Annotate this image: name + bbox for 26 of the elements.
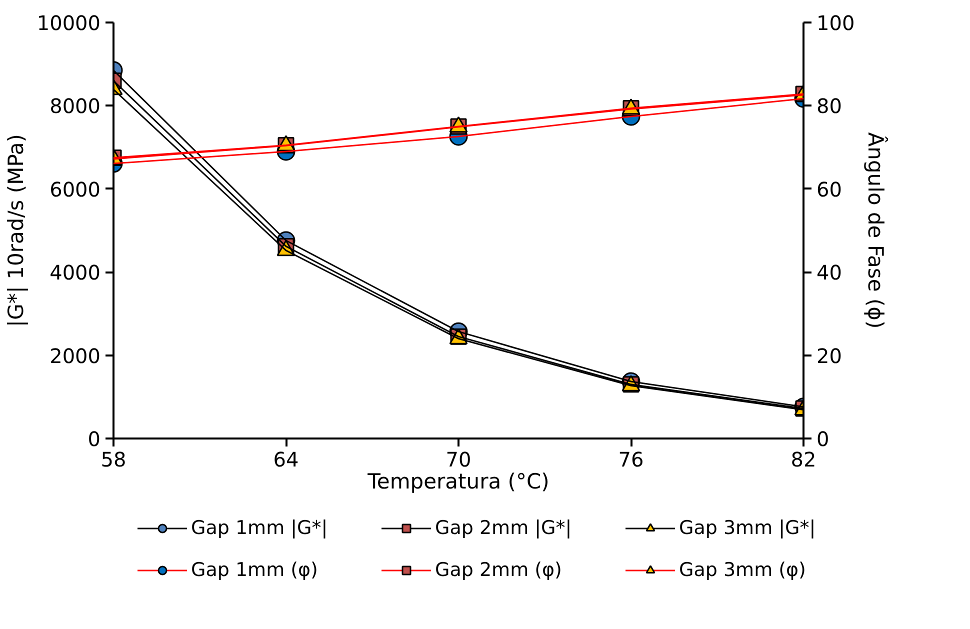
- legend-label: Gap 3mm |G*|: [679, 516, 817, 538]
- y-tick-label: 10000: [36, 11, 100, 35]
- x-tick-label: 58: [100, 448, 126, 472]
- y2-tick-label: 80: [816, 94, 842, 118]
- legend-label: Gap 1mm (φ): [191, 558, 319, 580]
- y2-tick-label: 0: [816, 427, 830, 451]
- y2-tick-label: 20: [816, 344, 842, 368]
- legend-label: Gap 2mm |G*|: [435, 516, 573, 538]
- y-tick-label: 6000: [50, 177, 101, 202]
- y-tick-label: 8000: [50, 94, 101, 118]
- y-tick-label: 2000: [50, 344, 101, 368]
- y2-tick-label: 60: [816, 177, 842, 202]
- x-tick-label: 76: [618, 448, 644, 472]
- y-axis-title: |G*| 10rad/s (MPa): [4, 134, 28, 327]
- y2-tick-label: 40: [816, 260, 842, 285]
- x-axis-title: Temperatura (°C): [366, 470, 550, 494]
- y2-axis-title: Ângulo de Fase (ϕ): [864, 132, 889, 329]
- legend-label: Gap 3mm (φ): [679, 558, 807, 580]
- y-tick-label: 4000: [50, 260, 101, 285]
- legend-label: Gap 2mm (φ): [435, 558, 563, 580]
- x-tick-label: 82: [790, 448, 816, 472]
- x-tick-label: 70: [446, 448, 472, 472]
- y-tick-label: 0: [88, 427, 101, 451]
- legend-label: Gap 1mm |G*|: [191, 516, 329, 538]
- x-tick-label: 64: [273, 448, 299, 472]
- y2-tick-label: 100: [816, 11, 855, 35]
